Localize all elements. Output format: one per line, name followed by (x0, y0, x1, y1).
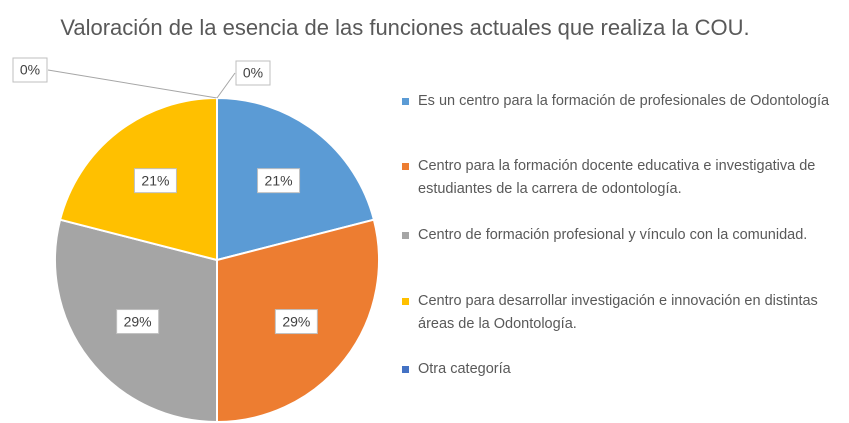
leader-line (216, 72, 236, 99)
data-label: 29% (124, 313, 152, 329)
legend-marker (402, 366, 409, 373)
data-label-box (274, 309, 318, 335)
data-label: 0% (243, 65, 263, 81)
legend-item: Otra categoría (400, 358, 845, 381)
data-label-box (235, 60, 271, 86)
legend-label: Otra categoría (418, 361, 511, 377)
legend-marker (402, 163, 409, 170)
legend-label: Centro para desarrollar investigación e … (418, 293, 818, 332)
legend-marker (402, 232, 409, 239)
legend-item: Centro para desarrollar investigación e … (400, 290, 845, 336)
data-label: 21% (265, 172, 293, 188)
legend-item: Centro para la formación docente educati… (400, 155, 845, 201)
data-label-box (133, 168, 177, 194)
legend-item: Centro de formación profesional y víncul… (400, 224, 845, 247)
leader-line (47, 69, 218, 99)
data-label: 29% (282, 313, 310, 329)
data-label-box (257, 168, 301, 194)
data-label: 21% (141, 172, 169, 188)
legend-item: Es un centro para la formación de profes… (400, 90, 845, 113)
data-label-box (116, 309, 160, 335)
chart-title: Valoración de la esencia de las funcione… (60, 15, 750, 40)
data-label: 0% (20, 62, 40, 78)
legend-label: Centro para la formación docente educati… (418, 158, 816, 197)
legend-marker (402, 298, 409, 305)
legend-label: Centro de formación profesional y víncul… (418, 227, 808, 243)
data-label-box (12, 57, 48, 83)
legend-marker (402, 98, 409, 105)
legend-label: Es un centro para la formación de profes… (418, 93, 830, 109)
